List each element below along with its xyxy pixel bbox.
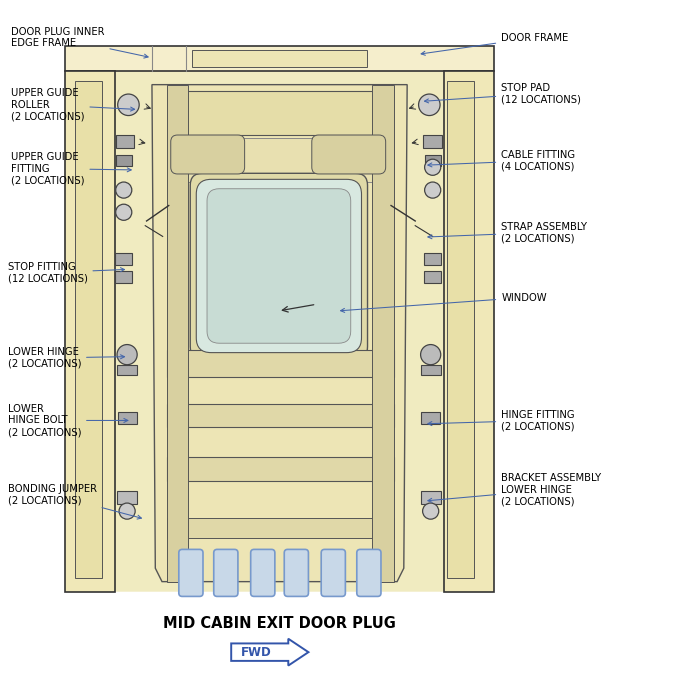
Text: MID CABIN EXIT DOOR PLUG: MID CABIN EXIT DOOR PLUG — [163, 616, 396, 631]
Bar — [167, 404, 394, 427]
Circle shape — [118, 94, 139, 116]
Bar — [65, 46, 494, 71]
FancyBboxPatch shape — [357, 549, 381, 596]
Text: BONDING JUMPER
(2 LOCATIONS): BONDING JUMPER (2 LOCATIONS) — [7, 483, 141, 519]
Polygon shape — [65, 48, 494, 592]
Circle shape — [424, 182, 441, 198]
Circle shape — [422, 503, 439, 519]
Bar — [117, 365, 137, 376]
Circle shape — [116, 204, 132, 220]
Text: STRAP ASSEMBLY
(2 LOCATIONS): STRAP ASSEMBLY (2 LOCATIONS) — [428, 221, 588, 243]
Bar — [115, 253, 133, 265]
Circle shape — [119, 503, 135, 519]
Bar — [65, 71, 115, 592]
Bar — [115, 271, 133, 283]
Bar — [447, 81, 475, 578]
Text: STOP PAD
(12 LOCATIONS): STOP PAD (12 LOCATIONS) — [424, 83, 581, 104]
Circle shape — [421, 345, 441, 365]
Circle shape — [424, 160, 441, 175]
FancyBboxPatch shape — [312, 135, 386, 174]
Bar — [422, 413, 440, 425]
Bar — [118, 413, 137, 425]
FancyBboxPatch shape — [214, 549, 238, 596]
Bar — [167, 518, 394, 538]
Text: LOWER
HINGE BOLT
(2 LOCATIONS): LOWER HINGE BOLT (2 LOCATIONS) — [7, 404, 128, 437]
Circle shape — [116, 182, 132, 198]
Text: HINGE FITTING
(2 LOCATIONS): HINGE FITTING (2 LOCATIONS) — [428, 410, 575, 431]
FancyArrow shape — [231, 639, 309, 666]
Text: CABLE FITTING
(4 LOCATIONS): CABLE FITTING (4 LOCATIONS) — [428, 149, 575, 172]
Text: WINDOW: WINDOW — [341, 293, 547, 312]
Bar — [167, 350, 394, 377]
FancyBboxPatch shape — [197, 179, 362, 353]
FancyBboxPatch shape — [171, 135, 245, 174]
Bar — [421, 491, 441, 504]
Text: FWD: FWD — [241, 645, 271, 659]
Bar — [75, 81, 101, 578]
Bar — [424, 253, 441, 265]
Text: UPPER GUIDE
FITTING
(2 LOCATIONS): UPPER GUIDE FITTING (2 LOCATIONS) — [11, 152, 131, 185]
FancyBboxPatch shape — [251, 549, 275, 596]
Bar — [116, 135, 135, 149]
Text: LOWER HINGE
(2 LOCATIONS): LOWER HINGE (2 LOCATIONS) — [7, 347, 124, 369]
FancyBboxPatch shape — [321, 549, 345, 596]
Bar — [172, 139, 388, 182]
FancyBboxPatch shape — [284, 549, 309, 596]
Circle shape — [117, 345, 137, 365]
Bar — [424, 271, 441, 283]
Bar — [444, 71, 494, 592]
Bar — [172, 92, 388, 135]
Text: DOOR FRAME: DOOR FRAME — [421, 32, 568, 55]
Bar — [167, 458, 394, 481]
Text: STOP FITTING
(12 LOCATIONS): STOP FITTING (12 LOCATIONS) — [7, 262, 124, 283]
Bar — [424, 155, 441, 166]
Bar — [423, 135, 442, 149]
Bar — [192, 50, 367, 67]
Bar — [116, 155, 132, 166]
Bar — [117, 491, 137, 504]
FancyBboxPatch shape — [190, 174, 367, 359]
Bar — [421, 365, 441, 376]
FancyBboxPatch shape — [179, 549, 203, 596]
Text: DOOR PLUG INNER
EDGE FRAME: DOOR PLUG INNER EDGE FRAME — [11, 27, 148, 58]
Text: UPPER GUIDE
ROLLER
(2 LOCATIONS): UPPER GUIDE ROLLER (2 LOCATIONS) — [11, 88, 135, 121]
Text: BRACKET ASSEMBLY
LOWER HINGE
(2 LOCATIONS): BRACKET ASSEMBLY LOWER HINGE (2 LOCATION… — [428, 473, 601, 506]
Bar — [372, 85, 394, 581]
Bar — [167, 85, 188, 581]
FancyBboxPatch shape — [207, 188, 351, 343]
Circle shape — [419, 94, 440, 116]
Polygon shape — [152, 85, 407, 581]
